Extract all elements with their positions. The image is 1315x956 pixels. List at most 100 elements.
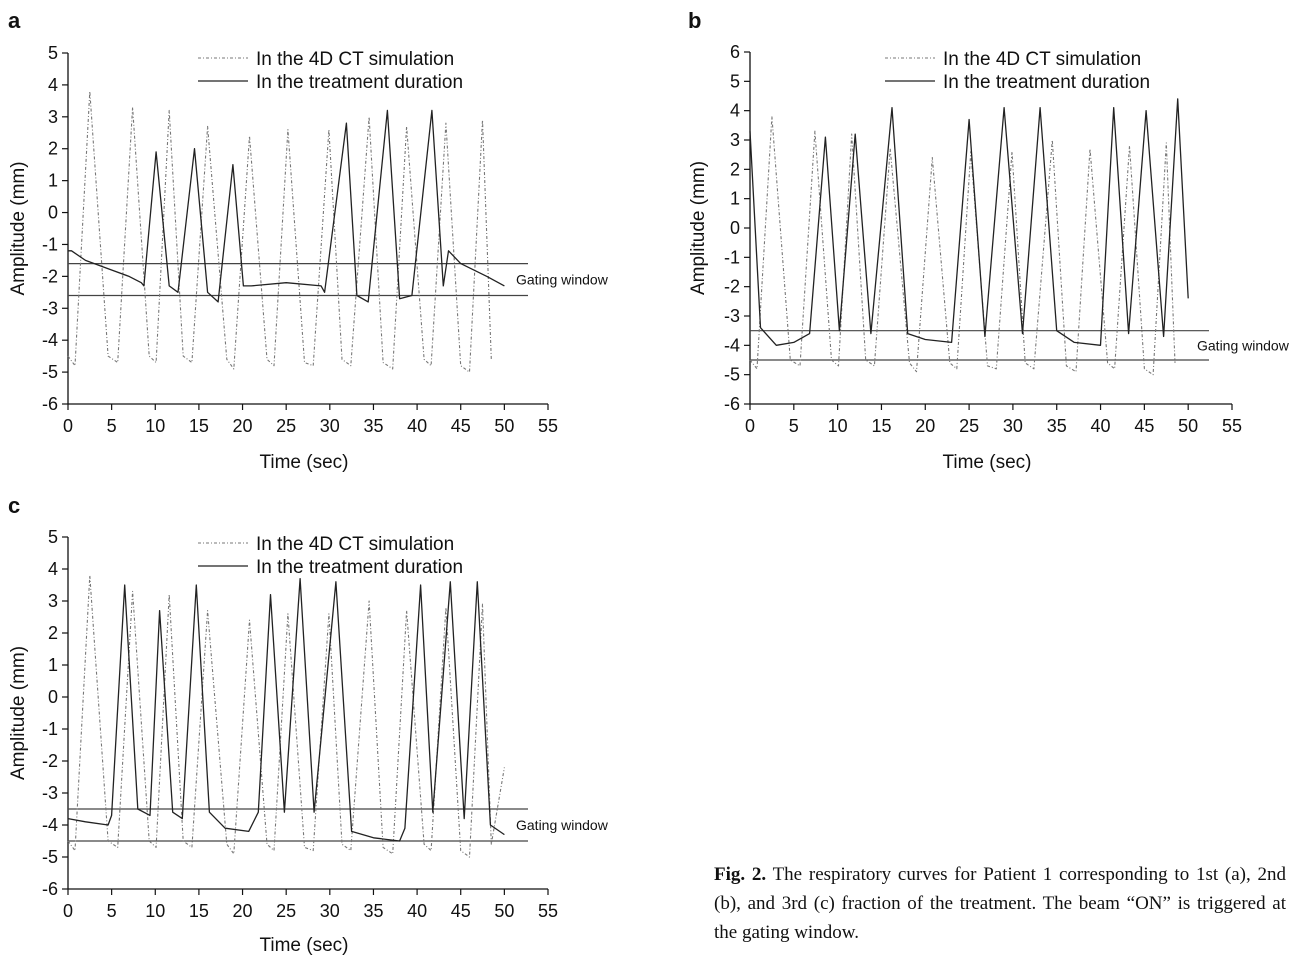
y-tick-label: 4 [730, 101, 740, 121]
x-axis-title: Time (sec) [942, 452, 1031, 473]
y-tick-label: 0 [48, 687, 58, 707]
x-tick-label: 50 [1178, 416, 1198, 436]
y-tick-label: -1 [724, 247, 740, 267]
y-tick-label: 2 [48, 139, 58, 159]
y-axis-title: Amplitude (mm) [8, 646, 29, 780]
chart-panel-c: c -6 -5 -4 -3 -2 -1 0 1 2 3 4 5 0 5 10 15 20 25 30 35 40 45 50… [0, 485, 660, 956]
y-tick-label: 2 [48, 623, 58, 643]
legend-label: In the 4D CT simulation [943, 49, 1141, 70]
y-tick-label: 3 [730, 130, 740, 150]
y-tick-label: -2 [42, 266, 58, 286]
y-tick-label: -3 [42, 783, 58, 803]
x-tick-label: 50 [494, 901, 514, 921]
x-tick-label: 55 [1222, 416, 1242, 436]
y-tick-label: 1 [48, 171, 58, 191]
y-tick-label: -5 [42, 847, 58, 867]
caption-text: The respiratory curves for Patient 1 cor… [714, 864, 1286, 943]
y-axis-title: Amplitude (mm) [688, 161, 709, 295]
legend-label: In the treatment duration [256, 72, 463, 93]
y-tick-label: -6 [42, 879, 58, 899]
x-tick-label: 45 [1134, 416, 1154, 436]
x-tick-label: 10 [828, 416, 848, 436]
y-tick-label: -2 [42, 751, 58, 771]
legend-label: In the 4D CT simulation [256, 534, 454, 555]
x-tick-label: 30 [320, 901, 340, 921]
y-tick-label: -3 [42, 298, 58, 318]
x-axis-title: Time (sec) [259, 935, 348, 956]
x-tick-label: 20 [915, 416, 935, 436]
x-tick-label: 25 [959, 416, 979, 436]
x-tick-label: 40 [1091, 416, 1111, 436]
y-tick-label: -6 [724, 394, 740, 414]
x-tick-label: 10 [145, 901, 165, 921]
series-4dct-simulation-line [67, 574, 505, 858]
y-tick-label: 3 [48, 107, 58, 127]
gating-window-label: Gating window [1197, 337, 1290, 353]
x-tick-label: 20 [233, 901, 253, 921]
y-tick-label: -3 [724, 306, 740, 326]
series-treatment-duration-line [67, 577, 505, 842]
y-axis-title: Amplitude (mm) [8, 161, 29, 295]
series-4dct-simulation-line [67, 90, 492, 373]
y-tick-label: 2 [730, 159, 740, 179]
y-tick-label: 4 [48, 559, 58, 579]
x-tick-label: 15 [871, 416, 891, 436]
gating-window-label: Gating window [516, 272, 609, 288]
chart-panel-b: b -6 -5 -4 -3 -2 -1 0 1 2 3 4 5 6 0 5 10 15 20 25 30 35 40 45 5… [680, 0, 1315, 480]
caption-label: Fig. 2. [714, 864, 767, 885]
y-tick-label: -5 [42, 362, 58, 382]
y-tick-label: 5 [730, 71, 740, 91]
series-treatment-duration-line [68, 109, 505, 303]
x-tick-label: 45 [451, 416, 471, 436]
panel-label-a: a [8, 8, 21, 33]
x-tick-label: 0 [63, 416, 73, 436]
x-tick-label: 35 [363, 416, 383, 436]
y-tick-label: -6 [42, 394, 58, 414]
x-tick-label: 35 [1047, 416, 1067, 436]
legend-label: In the 4D CT simulation [256, 49, 454, 70]
x-tick-label: 5 [107, 901, 117, 921]
x-tick-label: 30 [1003, 416, 1023, 436]
gating-window-label: Gating window [516, 817, 609, 833]
series-treatment-duration-line [749, 98, 1189, 346]
x-tick-label: 15 [189, 901, 209, 921]
x-tick-label: 10 [145, 416, 165, 436]
x-tick-label: 20 [233, 416, 253, 436]
y-tick-label: 1 [730, 189, 740, 209]
y-tick-label: 5 [48, 527, 58, 547]
x-tick-label: 55 [538, 901, 558, 921]
x-tick-label: 25 [276, 901, 296, 921]
y-tick-label: -1 [42, 234, 58, 254]
y-tick-label: 5 [48, 43, 58, 63]
series-4dct-simulation-line [749, 115, 1176, 376]
y-tick-label: 6 [730, 42, 740, 62]
x-tick-label: 40 [407, 416, 427, 436]
x-tick-label: 40 [407, 901, 427, 921]
y-tick-label: 1 [48, 655, 58, 675]
x-tick-label: 0 [63, 901, 73, 921]
y-tick-label: 3 [48, 591, 58, 611]
x-axis-title: Time (sec) [259, 452, 348, 473]
y-tick-label: -5 [724, 365, 740, 385]
x-tick-label: 50 [494, 416, 514, 436]
y-tick-label: 4 [48, 75, 58, 95]
x-tick-label: 35 [363, 901, 383, 921]
x-tick-label: 45 [451, 901, 471, 921]
y-tick-label: -1 [42, 719, 58, 739]
y-tick-label: -4 [724, 335, 740, 355]
x-tick-label: 30 [320, 416, 340, 436]
legend-label: In the treatment duration [943, 72, 1150, 93]
x-tick-label: 5 [789, 416, 799, 436]
x-tick-label: 0 [745, 416, 755, 436]
x-tick-label: 25 [276, 416, 296, 436]
x-tick-label: 15 [189, 416, 209, 436]
y-tick-label: 0 [48, 203, 58, 223]
x-tick-label: 55 [538, 416, 558, 436]
y-tick-label: -2 [724, 277, 740, 297]
panel-label-b: b [688, 8, 702, 33]
legend-label: In the treatment duration [256, 557, 463, 578]
panel-label-c: c [8, 493, 21, 518]
